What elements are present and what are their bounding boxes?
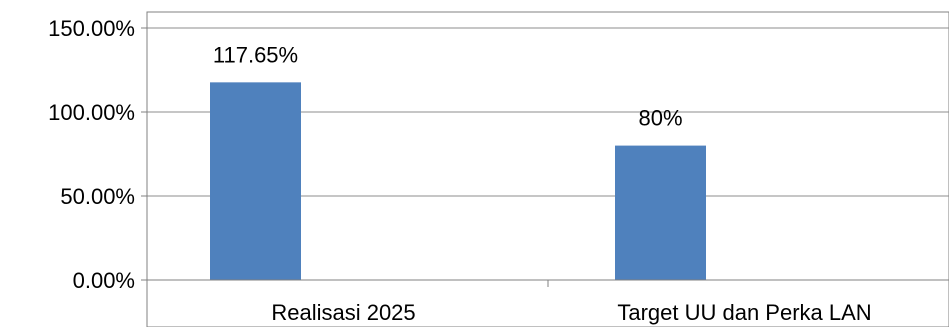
x-category-label: Target UU dan Perka LAN [617,300,871,325]
data-label: 117.65% [213,42,298,67]
bar-2 [615,145,706,280]
axes [141,12,949,327]
x-category-label: Realisasi 2025 [271,300,415,325]
y-tick-label: 50.00% [60,184,135,209]
bars [210,82,706,281]
data-label: 80% [638,106,682,131]
bar-1 [210,82,301,281]
y-tick-label: 150.00% [48,16,135,41]
y-tick-label: 100.00% [48,100,135,125]
labels: 0.00% 50.00% 100.00% 150.00% 117.65% Realisas… [48,16,872,325]
y-tick-label: 0.00% [73,268,135,293]
